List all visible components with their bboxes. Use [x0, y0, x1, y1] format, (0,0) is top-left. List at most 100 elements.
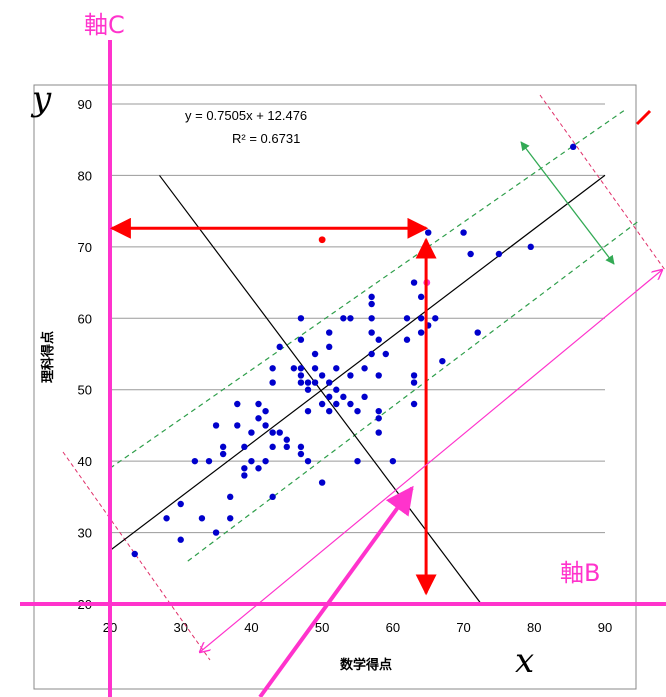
data-point — [368, 350, 375, 358]
data-point — [326, 343, 333, 351]
data-point — [227, 515, 234, 522]
data-point — [467, 250, 474, 258]
data-point — [297, 450, 305, 458]
data-point — [304, 457, 312, 465]
data-point — [368, 300, 375, 308]
data-point — [212, 529, 220, 536]
magenta-projection-arrow — [200, 270, 662, 652]
data-point — [234, 400, 241, 408]
data-point — [248, 457, 255, 465]
axis-c-label: 軸C — [84, 11, 125, 39]
data-point — [283, 436, 290, 443]
y-tick-label: 90 — [78, 97, 92, 112]
data-point — [177, 536, 184, 543]
data-point — [269, 365, 276, 372]
data-point — [311, 379, 319, 386]
data-point — [255, 400, 262, 408]
data-point — [347, 372, 354, 379]
data-point — [410, 372, 418, 379]
data-point — [460, 229, 467, 236]
data-point — [212, 422, 220, 429]
data-point — [569, 143, 577, 151]
data-point — [375, 336, 382, 343]
data-point — [163, 515, 170, 522]
data-point — [255, 415, 262, 422]
red-mark — [635, 109, 652, 126]
data-point — [326, 393, 333, 401]
data-point — [527, 243, 534, 251]
data-point — [333, 365, 340, 372]
data-point — [283, 443, 290, 451]
y-tick-label: 60 — [78, 311, 92, 326]
data-point — [333, 400, 340, 408]
data-point — [227, 493, 234, 501]
data-point — [297, 379, 305, 386]
data-point — [410, 379, 418, 386]
data-point — [340, 315, 347, 322]
data-point — [375, 415, 382, 422]
data-point — [410, 400, 418, 408]
data-point — [389, 457, 397, 465]
data-point — [354, 407, 361, 415]
data-point — [318, 372, 326, 379]
data-point — [375, 407, 382, 415]
data-point — [241, 465, 248, 472]
data-point — [417, 315, 425, 322]
data-point — [297, 315, 305, 322]
x-tick-label: 40 — [244, 620, 258, 635]
data-point — [262, 457, 269, 465]
data-point — [248, 429, 255, 436]
data-point — [177, 500, 184, 508]
x-tick-label: 50 — [315, 620, 329, 635]
data-point — [425, 229, 432, 236]
overlay-annotations — [20, 40, 666, 697]
data-point — [219, 443, 227, 451]
magenta-pointer-arrow — [258, 485, 414, 697]
data-point — [474, 329, 481, 336]
data-point — [347, 315, 354, 322]
data-point — [304, 386, 312, 393]
data-point — [262, 407, 269, 415]
axis-b-label: 軸B — [560, 559, 600, 587]
y-variable-label: y — [30, 79, 52, 119]
data-point — [439, 357, 446, 365]
data-point — [326, 407, 333, 415]
y-tick-label: 40 — [78, 454, 92, 469]
data-point — [304, 379, 312, 386]
data-point — [191, 457, 199, 465]
data-point — [241, 472, 248, 479]
data-point — [269, 443, 276, 451]
data-point — [368, 329, 375, 336]
data-point — [255, 465, 262, 472]
data-point — [290, 365, 298, 372]
data-point — [297, 372, 305, 379]
data-point — [333, 386, 340, 393]
data-point — [262, 422, 269, 429]
data-point — [432, 315, 439, 322]
x-variable-label: x — [515, 641, 534, 681]
x-tick-label: 60 — [386, 620, 400, 635]
data-point — [495, 250, 503, 258]
data-point — [326, 329, 333, 336]
data-point — [417, 329, 425, 336]
x-tick-label: 70 — [456, 620, 470, 635]
data-point — [304, 407, 312, 415]
data-point — [297, 365, 305, 372]
y-axis-title: 理科得点 — [40, 331, 56, 383]
y-tick-label: 30 — [78, 526, 92, 541]
data-point — [368, 315, 375, 322]
data-point — [311, 365, 319, 372]
data-point — [410, 279, 418, 286]
y-tick-label: 80 — [78, 168, 92, 183]
r-squared: R² = 0.6731 — [232, 131, 300, 146]
data-point — [347, 400, 354, 408]
x-tick-label: 90 — [598, 620, 612, 635]
data-point — [311, 350, 319, 358]
data-point — [131, 550, 138, 558]
data-point — [354, 457, 361, 465]
data-point — [198, 515, 206, 522]
x-tick-label: 80 — [527, 620, 541, 635]
highlight-point — [318, 236, 326, 244]
data-point — [382, 350, 389, 358]
data-point — [269, 429, 276, 436]
